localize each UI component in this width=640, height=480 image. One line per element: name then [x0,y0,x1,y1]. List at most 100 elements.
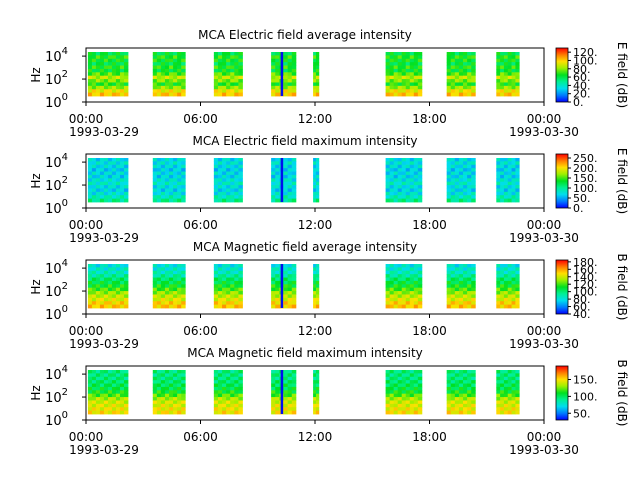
spectrogram-cell [405,397,411,401]
spectrogram-cell [397,397,403,401]
spectrogram-cell [91,383,97,388]
spectrogram-cell [405,58,411,63]
spectrogram-cell [463,191,468,196]
spectrogram-cell [409,161,415,166]
spectrogram-cell [91,403,97,408]
x-tick-label: 00:00 [69,430,104,444]
spectrogram-cell [291,393,297,398]
spectrogram-cell [103,68,109,73]
spectrogram-cell [119,373,125,378]
spectrogram-cell [503,185,509,189]
spectrogram-cell [230,55,235,60]
colorbar-tick-label: 120. [573,46,598,59]
spectrogram-cell [417,370,423,374]
spectrogram-cell [283,72,289,77]
spectrogram-cell [87,68,93,73]
spectrogram-cell [238,55,243,60]
chart-title: MCA Electric field maximum intensity [192,134,417,148]
y-tick-label: 100 [45,92,68,111]
spectrogram-cell [287,178,293,183]
spectrogram-cell [234,291,239,295]
spectrogram-cell [507,164,512,169]
x-date-start: 1993-03-29 [69,337,139,351]
spectrogram-cell [160,195,166,200]
spectrogram-cell [471,68,476,73]
spectrogram-cell [389,277,395,282]
spectrogram-cell [471,79,476,83]
spectrogram-cell [454,297,460,302]
spectrogram-cell [283,373,289,378]
spectrogram-cell [409,264,415,268]
spectrogram-cell [271,72,276,77]
spectrogram-cell [283,191,289,196]
spectrogram-cell [119,174,125,179]
spectrogram-cell [401,55,407,60]
spectrogram-cell [217,68,223,73]
spectrogram-cell [496,198,501,203]
spectrogram-cell [271,198,276,203]
spectrogram-cell [115,82,121,87]
spectrogram-cell [503,68,509,73]
spectrogram-cell [107,181,113,186]
spectrogram-cell [111,280,117,285]
spectrogram-cell [413,195,419,200]
spectrogram-cell [111,284,117,289]
spectrogram-cell [222,277,227,282]
spectrogram-cell [515,383,520,388]
spectrogram-cell [413,370,419,374]
spectrogram-cell [91,390,97,395]
spectrogram-cell [119,403,125,408]
spectrogram-cell [389,410,395,415]
spectrogram-cell [503,174,509,179]
spectrogram-cell [454,376,460,381]
spectrogram-cell [458,181,464,186]
spectrogram-cell [275,370,280,374]
spectrogram-cell [271,164,276,169]
spectrogram-cell [169,274,174,278]
spectrogram-cell [446,301,452,306]
spectrogram-cell [397,376,403,381]
spectrogram-cell [385,171,391,176]
spectrogram-cell [500,75,505,80]
spectrogram-cell [313,191,317,196]
spectrogram-cell [291,280,297,285]
spectrogram-cell [515,280,520,285]
spectrogram-cell [111,291,117,295]
spectrogram-cell [503,393,509,398]
spectrogram-cell [401,294,407,299]
spectrogram-cell [181,161,186,166]
spectrogram-cell [467,410,472,415]
spectrogram-cell [454,164,460,169]
spectrogram-cell [500,62,505,66]
spectrogram-cell [471,294,476,299]
spectrogram-cell [471,92,476,97]
spectrogram-cell [313,294,317,299]
spectrogram-cell [230,373,235,378]
spectrogram-cell [313,291,317,295]
spectrogram-cell [389,58,395,63]
spectrogram-cell [401,403,407,408]
spectrogram-cell [496,294,501,299]
spectrogram-cell [315,65,320,70]
spectrogram-cell [271,390,276,395]
spectrogram-cell [467,82,472,87]
spectrogram-cell [152,174,158,179]
spectrogram-cell [503,58,509,63]
spectrogram-cell [503,383,509,388]
spectrogram-cell [500,380,505,384]
spectrogram-cell [103,171,109,176]
spectrogram-cell [226,178,231,183]
spectrogram-cell [115,72,121,77]
spectrogram-cell [463,397,468,401]
spectrogram-cell [123,297,129,302]
spectrogram-cell [313,397,317,401]
spectrogram-cell [230,92,235,97]
spectrogram-cell [177,274,182,278]
spectrogram-cell [181,390,186,395]
spectrogram-cell [91,291,97,295]
spectrogram-cell [164,383,170,388]
spectrogram-cell [119,65,125,70]
spectrogram-cell [160,294,166,299]
spectrogram-cell [152,294,158,299]
spectrogram-cell [291,277,297,282]
